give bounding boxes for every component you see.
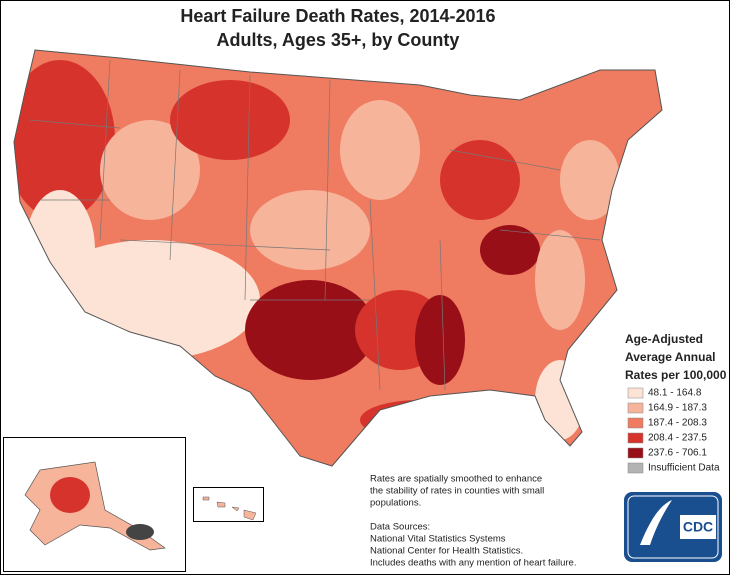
note: populations.	[370, 498, 421, 509]
note: Rates are spatially smoothed to enhance	[370, 474, 542, 485]
note: the stability of rates in counties with …	[370, 486, 544, 497]
legend-label: 208.4 - 237.5	[648, 433, 707, 444]
legend-label: 164.9 - 187.3	[648, 403, 707, 414]
source: National Center for Health Statistics.	[370, 546, 523, 557]
legend-label: 48.1 - 164.8	[648, 388, 702, 399]
source: Includes deaths with any mention of hear…	[370, 558, 576, 569]
legend-label: 187.4 - 208.3	[648, 418, 707, 429]
source: National Vital Statistics Systems	[370, 534, 506, 545]
legend-swatch	[627, 417, 644, 429]
legend-label: Insufficient Data	[648, 463, 720, 474]
legend-swatch	[627, 447, 644, 459]
source: Data Sources:	[370, 522, 430, 533]
cdc-logo: CDC	[624, 492, 722, 562]
hawaii-inset	[193, 487, 264, 522]
legend-swatch	[627, 387, 644, 399]
legend-swatch	[627, 462, 644, 474]
legend-title: Average Annual	[625, 350, 715, 364]
legend-swatch	[627, 432, 644, 444]
subtitle: Adults, Ages 35+, by County	[217, 30, 460, 50]
logo-text: CDC	[683, 519, 713, 535]
legend: Age-Adjusted Average Annual Rates per 100,…	[625, 332, 727, 473]
legend-title: Age-Adjusted	[625, 332, 703, 346]
legend-title: Rates per 100,000	[625, 368, 727, 382]
notes: Rates are spatially smoothed to enhancet…	[370, 474, 576, 569]
legend-swatch	[627, 402, 644, 414]
alaska-inset	[3, 437, 186, 572]
legend-label: 237.6 - 706.1	[648, 448, 707, 459]
title: Heart Failure Death Rates, 2014-2016	[180, 6, 495, 26]
